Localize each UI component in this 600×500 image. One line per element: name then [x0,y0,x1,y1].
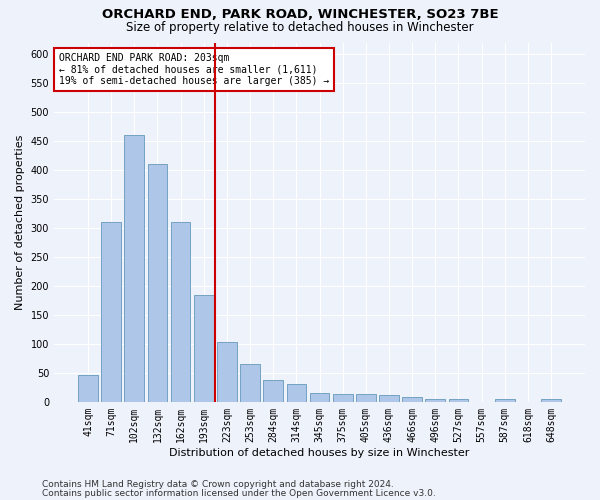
Text: Contains HM Land Registry data © Crown copyright and database right 2024.: Contains HM Land Registry data © Crown c… [42,480,394,489]
Bar [333,394,353,402]
Bar [541,399,561,402]
Bar [148,164,167,402]
Text: Contains public sector information licensed under the Open Government Licence v3: Contains public sector information licen… [42,488,436,498]
Text: Size of property relative to detached houses in Winchester: Size of property relative to detached ho… [126,21,474,34]
Bar [495,399,515,402]
Bar [356,394,376,402]
Bar [101,222,121,402]
Bar [217,342,237,402]
Bar [194,294,214,402]
Bar [379,396,399,402]
Text: ORCHARD END, PARK ROAD, WINCHESTER, SO23 7BE: ORCHARD END, PARK ROAD, WINCHESTER, SO23… [101,8,499,20]
Bar [240,364,260,402]
Bar [402,397,422,402]
Y-axis label: Number of detached properties: Number of detached properties [15,134,25,310]
Bar [124,135,144,402]
Bar [171,222,190,402]
Bar [310,393,329,402]
Bar [425,399,445,402]
Bar [449,399,468,402]
Bar [78,375,98,402]
Bar [287,384,306,402]
X-axis label: Distribution of detached houses by size in Winchester: Distribution of detached houses by size … [169,448,470,458]
Text: ORCHARD END PARK ROAD: 203sqm
← 81% of detached houses are smaller (1,611)
19% o: ORCHARD END PARK ROAD: 203sqm ← 81% of d… [59,54,329,86]
Bar [263,380,283,402]
